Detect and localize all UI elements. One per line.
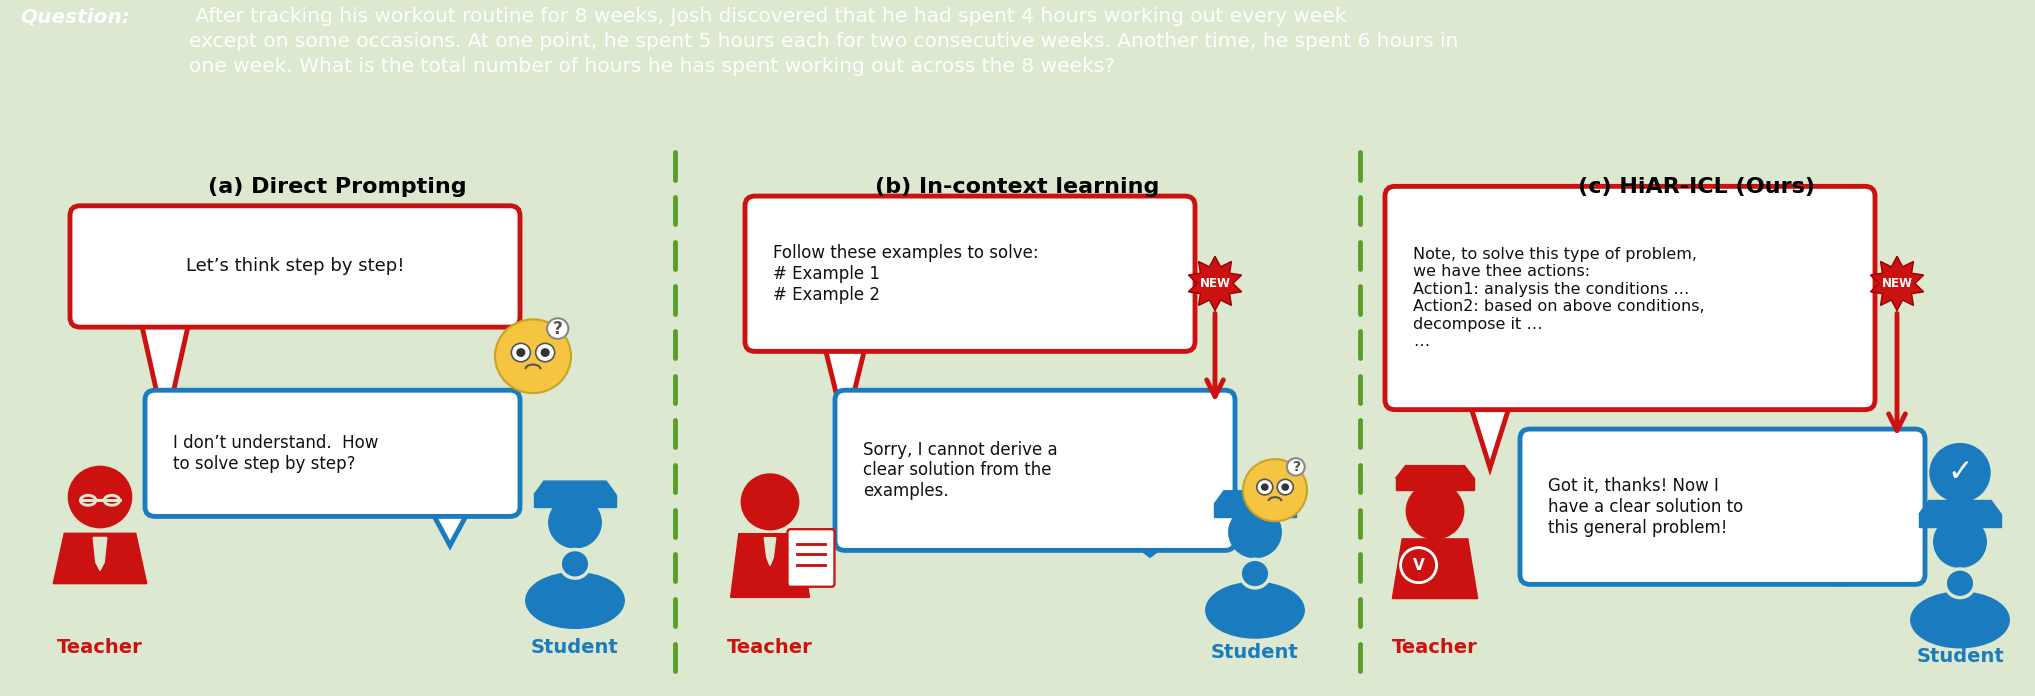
Text: (b) In-context learning: (b) In-context learning — [875, 177, 1160, 197]
Ellipse shape — [1911, 592, 2009, 648]
Text: Note, to solve this type of problem,
we have thee actions:
Action1: analysis the: Note, to solve this type of problem, we … — [1412, 247, 1705, 349]
Polygon shape — [1392, 539, 1477, 599]
Polygon shape — [1919, 514, 2000, 527]
Polygon shape — [533, 495, 617, 507]
Circle shape — [1929, 443, 1990, 502]
Polygon shape — [1919, 500, 2000, 514]
Circle shape — [1933, 516, 1986, 567]
Polygon shape — [822, 340, 867, 429]
Circle shape — [495, 319, 572, 393]
Text: I don’t understand.  How
to solve step by step?: I don’t understand. How to solve step by… — [173, 434, 379, 473]
Polygon shape — [1467, 398, 1512, 468]
FancyBboxPatch shape — [1386, 187, 1874, 410]
Text: Student: Student — [1917, 647, 2004, 667]
Circle shape — [535, 343, 556, 362]
Text: V: V — [1412, 557, 1424, 573]
Circle shape — [1258, 480, 1272, 495]
Polygon shape — [1396, 478, 1475, 489]
Text: Sorry, I cannot derive a
clear solution from the
examples.: Sorry, I cannot derive a clear solution … — [863, 441, 1058, 500]
Text: Got it, thanks! Now I
have a clear solution to
this general problem!: Got it, thanks! Now I have a clear solut… — [1549, 477, 1744, 537]
Polygon shape — [140, 317, 189, 429]
Ellipse shape — [1207, 583, 1304, 638]
Polygon shape — [1396, 466, 1475, 478]
FancyBboxPatch shape — [788, 529, 834, 587]
Polygon shape — [765, 538, 775, 566]
Circle shape — [560, 550, 590, 578]
Text: ✓: ✓ — [1947, 458, 1972, 487]
Ellipse shape — [104, 496, 120, 505]
FancyBboxPatch shape — [834, 390, 1235, 551]
Text: NEW: NEW — [1882, 277, 1913, 290]
Circle shape — [67, 466, 132, 528]
Polygon shape — [1188, 256, 1241, 310]
Text: After tracking his workout routine for 8 weeks, Josh discovered that he had spen: After tracking his workout routine for 8… — [189, 7, 1459, 76]
Circle shape — [1945, 569, 1974, 598]
Polygon shape — [1215, 505, 1296, 517]
Text: Teacher: Teacher — [1392, 638, 1477, 657]
Text: Let’s think step by step!: Let’s think step by step! — [185, 258, 405, 276]
Polygon shape — [53, 533, 147, 584]
Circle shape — [549, 497, 600, 548]
Circle shape — [1229, 507, 1282, 557]
Polygon shape — [1817, 573, 1862, 585]
Polygon shape — [94, 537, 106, 571]
Polygon shape — [1215, 491, 1296, 505]
Circle shape — [517, 348, 525, 357]
FancyBboxPatch shape — [1520, 429, 1925, 585]
Text: ?: ? — [1292, 460, 1300, 474]
Circle shape — [1243, 459, 1306, 521]
Polygon shape — [427, 505, 472, 546]
Polygon shape — [533, 481, 617, 495]
Text: Follow these examples to solve:
# Example 1
# Example 2: Follow these examples to solve: # Exampl… — [773, 244, 1038, 303]
Polygon shape — [731, 534, 810, 597]
Circle shape — [1282, 483, 1288, 491]
FancyBboxPatch shape — [745, 196, 1195, 351]
FancyBboxPatch shape — [144, 390, 521, 516]
Circle shape — [541, 348, 549, 357]
Text: ?: ? — [554, 319, 562, 338]
Circle shape — [1400, 548, 1437, 583]
Circle shape — [1278, 480, 1292, 495]
Text: Question:: Question: — [20, 7, 130, 26]
Text: (c) HiAR-ICL (Ours): (c) HiAR-ICL (Ours) — [1579, 177, 1815, 197]
Text: Teacher: Teacher — [57, 638, 142, 657]
Ellipse shape — [525, 573, 625, 628]
Circle shape — [511, 343, 531, 362]
Circle shape — [1406, 483, 1463, 539]
Text: NEW: NEW — [1199, 277, 1231, 290]
Text: Student: Student — [531, 638, 619, 657]
Text: Student: Student — [1211, 642, 1298, 662]
Ellipse shape — [81, 496, 96, 505]
Polygon shape — [1127, 539, 1172, 555]
Circle shape — [741, 474, 798, 530]
FancyBboxPatch shape — [69, 206, 521, 327]
Polygon shape — [1870, 256, 1923, 310]
Circle shape — [1239, 560, 1270, 588]
Text: (a) Direct Prompting: (a) Direct Prompting — [208, 177, 466, 197]
Text: Teacher: Teacher — [726, 638, 812, 657]
Circle shape — [547, 318, 568, 339]
Circle shape — [1286, 458, 1304, 475]
Circle shape — [1262, 483, 1268, 491]
